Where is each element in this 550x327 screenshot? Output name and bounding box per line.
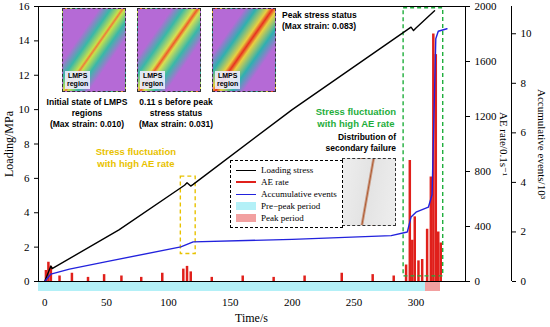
svg-text:2000: 2000	[475, 0, 498, 12]
html-text:Time/s: Time/s	[235, 310, 268, 325]
svg-text:0: 0	[521, 275, 527, 287]
html-text:with high AE rate: with high AE rate	[97, 158, 175, 169]
svg-text:10: 10	[521, 27, 533, 39]
svg-text:0: 0	[42, 296, 48, 308]
html-text:(Max strain: 0.083): (Max strain: 0.083)	[282, 21, 357, 31]
svg-text:6: 6	[24, 172, 30, 184]
html-text:(Max strain: 0.010): (Max strain: 0.010)	[49, 119, 125, 129]
html-text:region: region	[142, 80, 164, 87]
html-text:region: region	[67, 80, 89, 87]
svg-text:0: 0	[475, 275, 481, 287]
svg-text:800: 800	[475, 165, 492, 177]
svg-text:4: 4	[24, 206, 30, 218]
html-text:region: region	[217, 80, 239, 87]
svg-text:4: 4	[521, 176, 527, 188]
html-text:with high AE rate: with high AE rate	[317, 118, 395, 129]
svg-text:1600: 1600	[475, 55, 498, 67]
svg-text:10: 10	[19, 103, 31, 115]
html-text:Accumulative events: Accumulative events	[261, 189, 337, 199]
html-text:Accumulative events/10³: Accumulative events/10³	[536, 88, 548, 199]
html-text:AE rate/0.1s⁻¹: AE rate/0.1s⁻¹	[497, 111, 510, 176]
html-text:LMPS: LMPS	[143, 72, 163, 79]
svg-text:100: 100	[160, 296, 177, 308]
html-text:0.11 s before peak: 0.11 s before peak	[139, 97, 213, 107]
svg-text:400: 400	[475, 220, 492, 232]
html-text:LMPS: LMPS	[68, 72, 88, 79]
svg-text:8: 8	[521, 77, 527, 89]
html-text:AE rate: AE rate	[261, 177, 289, 187]
html-text:stress status: stress status	[149, 108, 203, 118]
html-text:regions: regions	[71, 108, 103, 118]
svg-text:1200: 1200	[475, 110, 498, 122]
html-text:secondary failure: secondary failure	[325, 143, 396, 153]
html-text:Stress fluctuation: Stress fluctuation	[315, 106, 396, 117]
svg-text:50: 50	[101, 296, 113, 308]
svg-text:14: 14	[19, 34, 31, 46]
html-text:Initial state of LMPS: Initial state of LMPS	[46, 97, 128, 107]
html-text:LMPS: LMPS	[218, 72, 238, 79]
html-text:Peak stress status: Peak stress status	[282, 10, 357, 20]
html-text:Loading/MPa: Loading/MPa	[1, 110, 16, 177]
html-text:Distribution of: Distribution of	[337, 132, 396, 142]
html-text:Peak period: Peak period	[261, 213, 304, 223]
svg-text:12: 12	[19, 69, 30, 81]
html-text:Loading stress: Loading stress	[261, 165, 314, 175]
svg-text:250: 250	[346, 296, 363, 308]
svg-text:6: 6	[521, 126, 527, 138]
svg-text:2: 2	[24, 241, 30, 253]
html-text:Pre−peak period: Pre−peak period	[261, 201, 321, 211]
svg-text:300: 300	[408, 296, 425, 308]
html-text:Stress fluctuation: Stress fluctuation	[95, 146, 176, 157]
svg-text:0: 0	[24, 275, 30, 287]
svg-text:200: 200	[284, 296, 301, 308]
html-text:(Max strain: 0.031): (Max strain: 0.031)	[138, 119, 214, 129]
svg-text:2: 2	[521, 225, 527, 237]
svg-text:16: 16	[19, 0, 31, 12]
svg-text:8: 8	[24, 138, 30, 150]
svg-text:150: 150	[222, 296, 239, 308]
